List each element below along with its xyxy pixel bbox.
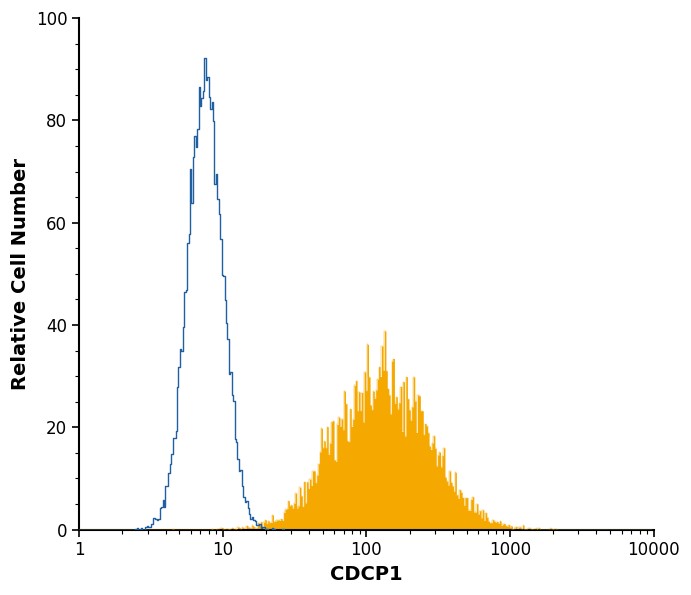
X-axis label: CDCP1: CDCP1	[330, 565, 403, 584]
Y-axis label: Relative Cell Number: Relative Cell Number	[11, 158, 30, 390]
